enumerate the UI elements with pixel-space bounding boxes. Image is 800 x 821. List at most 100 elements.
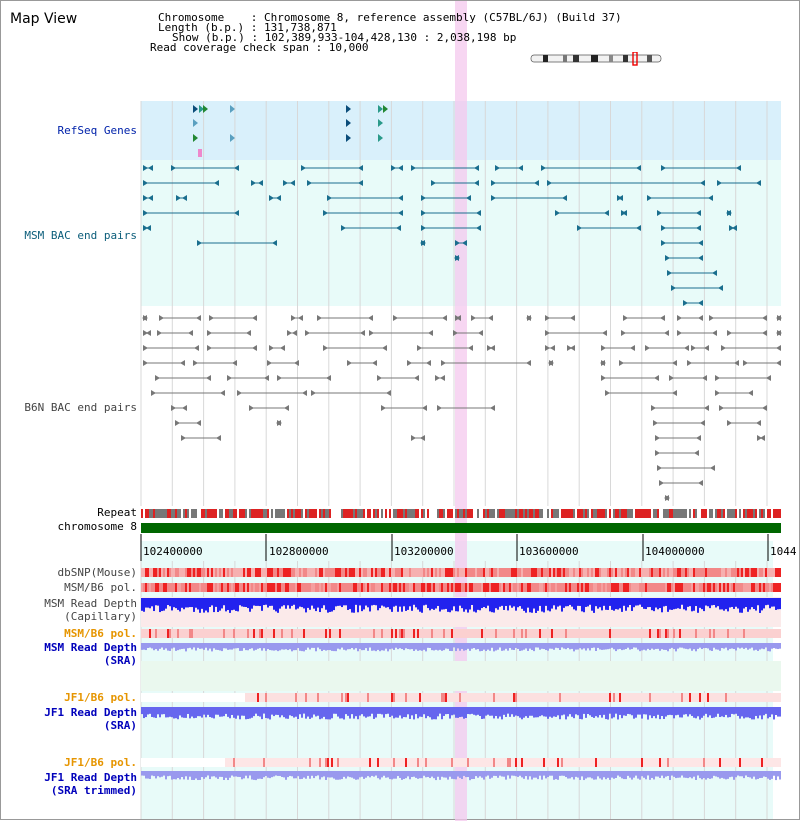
jf1-pol-trim-cell <box>557 758 559 767</box>
msm-pol-cell <box>657 583 659 592</box>
jf1-depth-bar <box>595 707 597 717</box>
b6n-bac-end <box>623 315 628 321</box>
msm-pol-sra-cell <box>603 629 605 638</box>
jf1-depth-bar <box>651 707 653 719</box>
msm-capillary-depth-bar <box>627 598 629 608</box>
msm-sra-depth-bar <box>337 643 339 649</box>
msm-pol-sra-cell <box>251 629 253 638</box>
b6n-bac-end <box>246 330 251 336</box>
msm-capillary-depth-bar <box>767 598 769 605</box>
repeat-block <box>627 509 629 518</box>
msm-pol-cell <box>537 583 539 592</box>
msm-capillary-depth-bar <box>471 598 473 605</box>
dbsnp-cell <box>759 568 761 577</box>
jf1-trim-depth-bar <box>325 771 327 780</box>
msm-pol-cell <box>281 583 283 592</box>
jf1-trim-depth-bar <box>591 771 593 779</box>
msm-capillary-depth-bar <box>775 598 777 610</box>
msm-pol-cell <box>727 583 729 592</box>
msm-bac-end <box>214 180 219 186</box>
jf1-pol-trim-cell <box>739 758 741 767</box>
jf1-pol-trim-cell <box>397 758 399 767</box>
b6n-bac-end <box>545 315 550 321</box>
jf1-trim-depth-bar <box>683 771 685 778</box>
b6n-bac-end <box>180 360 185 366</box>
msm-sra-depth-bar <box>615 643 617 652</box>
msm-capillary-depth-bar <box>655 598 657 608</box>
b6n-bac-end <box>715 375 720 381</box>
jf1-trim-depth-bar <box>157 771 159 777</box>
dbsnp-cell <box>261 568 263 577</box>
chromosome-ideogram[interactable] <box>529 52 663 66</box>
b6n-bac-end <box>762 330 767 336</box>
dbsnp-cell <box>635 568 637 577</box>
jf1-pol-cell <box>423 693 425 702</box>
msm-sra-depth-bar <box>389 643 391 650</box>
b6n-bac-end <box>567 345 572 351</box>
msm-sra-depth-bar <box>425 643 427 652</box>
jf1-trim-depth-bar <box>169 771 171 776</box>
jf1-pol-trim-cell <box>341 758 343 767</box>
repeat-block <box>271 509 273 518</box>
msm-pol-cell <box>343 583 345 592</box>
msm-sra-depth-bar <box>577 643 579 650</box>
repeat-block <box>245 509 247 518</box>
jf1-pol-cell <box>247 693 249 702</box>
msm-capillary-depth-bar <box>263 598 265 606</box>
jf1-pol-cell <box>519 693 521 702</box>
jf1-pol-trim-cell <box>429 758 431 767</box>
msm-pol-cell <box>397 583 399 592</box>
repeat-block <box>689 509 691 518</box>
jf1-pol-trim-cell <box>315 758 317 767</box>
jf1-pol-trim-cell <box>337 758 339 767</box>
refseq-genes-label: RefSeq Genes <box>57 124 137 137</box>
jf1-pol-cell <box>293 693 295 702</box>
msm-pol-sra-cell <box>257 629 259 638</box>
msm-pol-sra-cell <box>331 629 333 638</box>
jf1-depth-bar <box>217 707 219 715</box>
repeat-block <box>481 509 483 518</box>
repeat-block <box>713 509 715 518</box>
jf1-pol-cell <box>703 693 705 702</box>
dbsnp-cell <box>525 568 527 577</box>
jf1-trim-depth-bar <box>173 771 175 780</box>
jf1-trim-depth-bar <box>333 771 335 779</box>
dbsnp-cell <box>375 568 377 577</box>
repeat-block <box>519 509 521 518</box>
msm-sra-depth-bar <box>679 643 681 648</box>
dbsnp-cell <box>365 568 367 577</box>
repeat-block <box>657 509 659 518</box>
msm-pol-sra-cell <box>707 629 709 638</box>
dbsnp-cell <box>199 568 201 577</box>
msm-pol-cell <box>143 583 145 592</box>
msm-capillary-depth-bar <box>261 598 263 611</box>
msm-pol-sra-cell <box>171 629 173 638</box>
repeat-block <box>419 509 421 518</box>
dbsnp-cell <box>189 568 191 577</box>
jf1-pol-trim-cell <box>711 758 713 767</box>
repeat-block <box>731 509 733 518</box>
msm-sra-depth-bar <box>597 643 599 648</box>
jf1-depth-bar <box>413 707 415 720</box>
msm-pol-cell <box>717 583 719 592</box>
jf1-trim-depth-bar <box>497 771 499 778</box>
jf1-pol-cell <box>737 693 739 702</box>
jf1-pol-trim-cell <box>479 758 481 767</box>
dbsnp-cell <box>471 568 473 577</box>
jf1-trim-depth-bar <box>407 771 409 777</box>
msm-pol-sra-cell <box>637 629 639 638</box>
jf1-pol-trim-cell <box>649 758 651 767</box>
msm-sra-depth-bar <box>317 643 319 648</box>
dbsnp-cell <box>503 568 505 577</box>
jf1-depth-bar <box>215 707 217 715</box>
repeat-block <box>195 509 197 518</box>
msm-bac-end <box>732 225 737 231</box>
jf1-trim-depth-bar <box>735 771 737 778</box>
repeat-block <box>517 509 519 518</box>
jf1-pol-trim-cell <box>647 758 649 767</box>
msm-pol-cell <box>633 583 635 592</box>
jf1-pol-cell <box>707 693 709 702</box>
msm-pol-cell <box>491 583 493 592</box>
msm-pol-sra-cell <box>453 629 455 638</box>
